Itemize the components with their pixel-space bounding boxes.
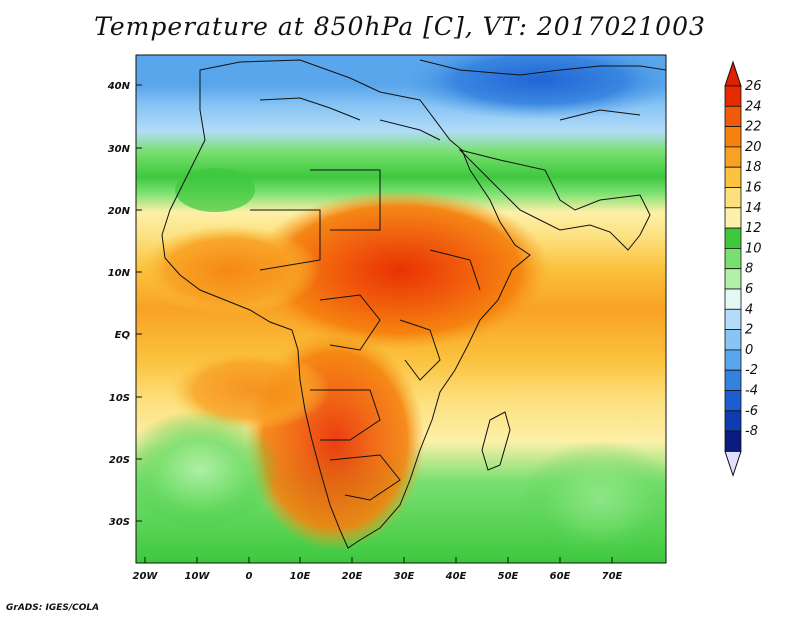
colorbar-swatch [724,126,742,148]
lat-tick-label: 20S [109,455,130,466]
colorbar-bottom-arrow [724,450,742,477]
colorbar-swatch [724,146,742,168]
colorbar-swatch [724,308,742,330]
lon-tick-label: 40E [445,571,467,582]
colorbar-swatch [724,349,742,371]
colorbar-swatch [724,268,742,290]
colorbar-swatch [724,430,742,452]
lat-tick-label: 20N [108,206,131,217]
colorbar-label: -6 [745,404,758,419]
colorbar-swatch [724,410,742,432]
colorbar-label: 16 [745,181,762,196]
lon-tick-label: 50E [498,571,519,582]
colorbar-label: 14 [745,201,762,216]
colorbar-label: -4 [745,384,758,399]
colorbar-swatch [724,187,742,209]
chart-title: Temperature at 850hPa [C], VT: 201702100… [94,12,706,41]
colorbar-swatch [724,166,742,188]
colorbar-label: 2 [745,323,753,338]
colorbar-label: 0 [745,343,753,358]
colorbar-top-arrow [724,60,742,87]
lon-tick-label: 0 [246,571,253,582]
colorbar-swatch [724,390,742,412]
lat-tick-label: EQ [115,330,131,341]
colorbar-swatch [724,369,742,391]
colorbar-label: 4 [745,302,753,317]
colorbar-label: -2 [745,363,758,378]
colorbar-label: 22 [745,120,762,135]
colorbar-label: 12 [745,221,762,236]
longitude-axis: 20W 10W 0 10E 20E 30E 40E 50E 60E 70E [133,557,623,582]
plot-frame [135,54,667,564]
colorbar-swatch [724,207,742,229]
lat-tick-label: 10S [109,393,130,404]
colorbar-label: 10 [745,241,762,256]
lon-tick-label: 20W [133,571,159,582]
coastlines [161,59,666,549]
colorbar-label: 6 [745,282,753,297]
lat-tick-label: 30N [108,144,131,155]
temperature-field [136,55,666,563]
colorbar-swatch [724,329,742,351]
colorbar-swatch [724,85,742,107]
colorbar-swatch [724,105,742,128]
lon-tick-label: 10W [185,571,211,582]
colorbar-label: 20 [745,140,762,155]
colorbar-swatch [724,288,742,310]
colorbar-label: -8 [745,424,758,439]
lon-tick-label: 60E [550,571,571,582]
lat-tick-label: 30S [109,517,130,528]
colorbar-label: 26 [745,79,762,94]
colorbar-swatch [724,247,742,270]
lon-tick-label: 70E [602,571,623,582]
lat-tick-label: 10N [108,268,131,279]
colorbar-label: 18 [745,160,762,175]
footer-credit: GrADS: IGES/COLA [6,603,100,613]
latitude-axis: 40N 30N 20N 10N EQ 10S 20S 30S [107,81,142,528]
lat-tick-label: 40N [107,81,131,92]
colorbar-swatch [724,227,742,249]
lon-tick-label: 10E [290,571,311,582]
colorbar-label: 24 [745,99,762,114]
lon-tick-label: 20E [342,571,363,582]
colorbar-label: 8 [745,262,753,277]
lon-tick-label: 30E [394,571,415,582]
